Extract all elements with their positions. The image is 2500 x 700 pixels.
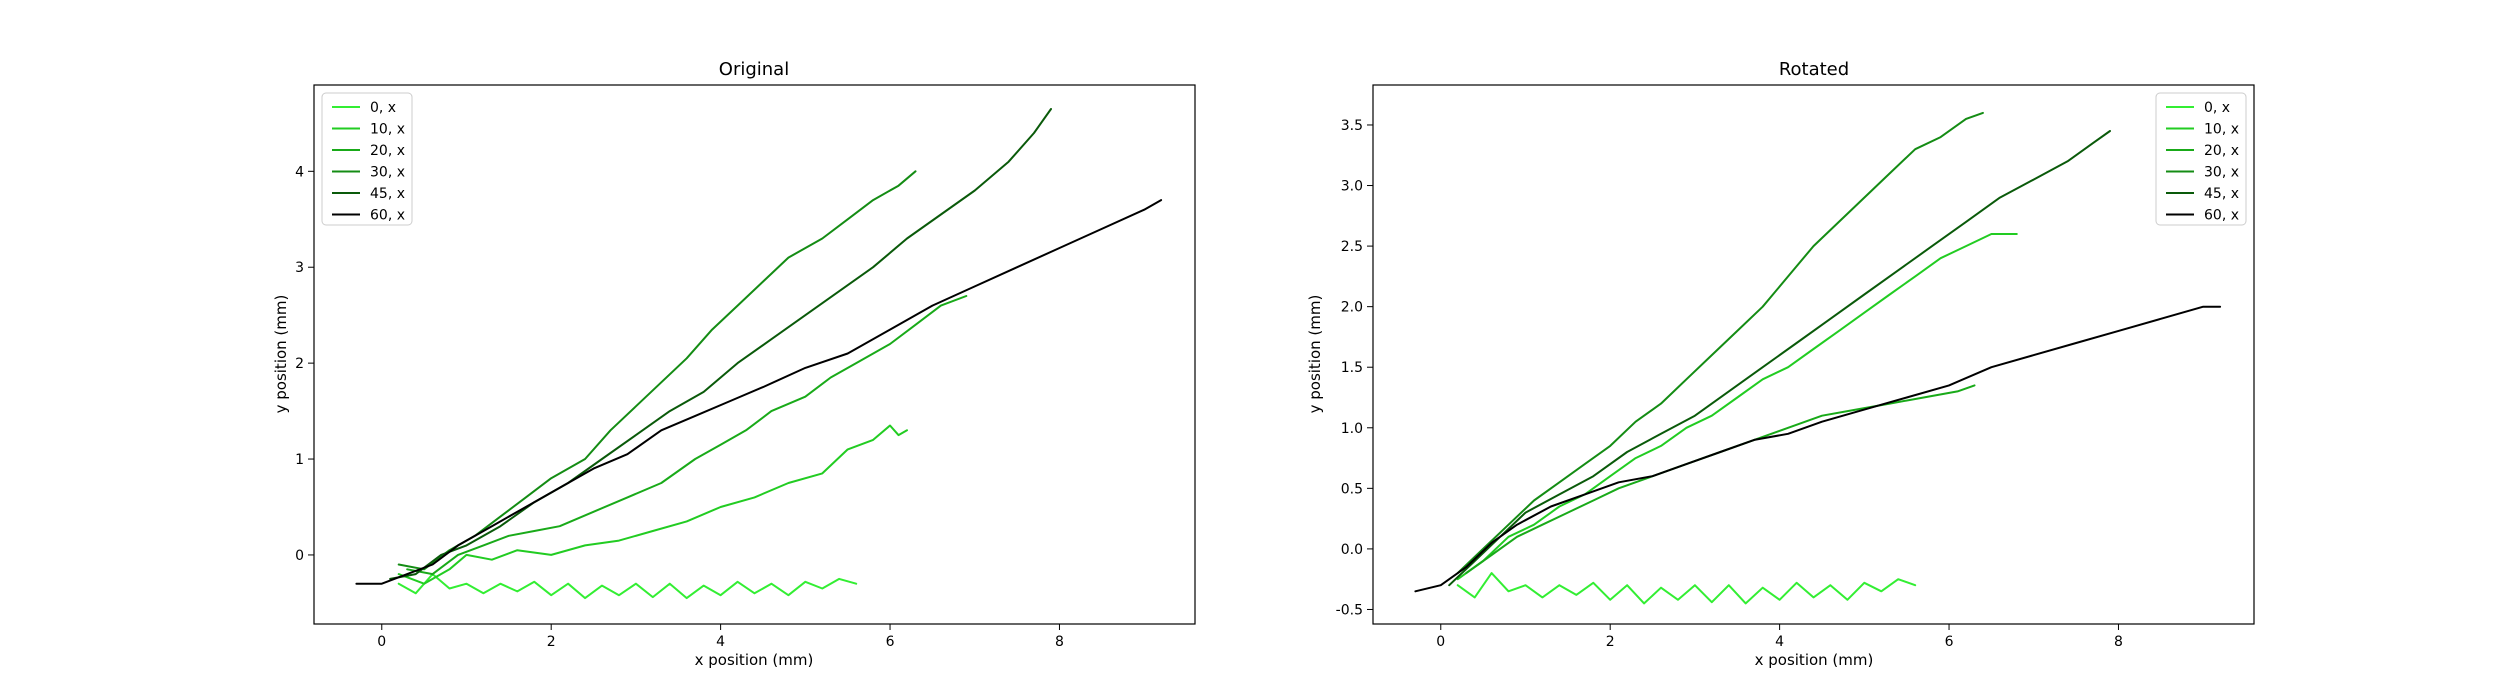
x-tick-label: 4 [1775,634,1784,650]
axes-frame [313,84,1196,625]
x-tick-label: 6 [886,634,895,650]
x-axis-label: x position (mm) [695,651,814,669]
chart-title: Rotated [1779,59,1849,80]
legend-label: 10, x [370,122,405,138]
x-tick-label: 8 [2114,634,2123,650]
series-line [397,573,858,600]
x-tick-label: 0 [1436,634,1445,650]
series-line [1448,130,2111,587]
legend-label: 30, x [370,165,405,181]
legend-label: 30, x [2204,165,2239,181]
panel-rotated: Rotated x position (mm) y position (mm) … [1306,59,2255,669]
y-tick-label: 2.0 [1341,300,1363,316]
legend-label: 45, x [370,186,405,202]
series-line [1456,233,2018,581]
legend-label: 10, x [2204,122,2239,138]
series-line [397,424,908,585]
legend-label: 60, x [370,208,405,224]
y-tick-label: 1.5 [1341,360,1363,376]
y-axis-label: y position (mm) [272,295,290,414]
y-tick-label: -0.5 [1336,602,1363,618]
x-tick-label: 2 [547,634,556,650]
series-line [406,295,968,576]
series-line [389,108,1052,580]
x-tick-label: 6 [1945,634,1954,650]
y-tick-label: 3 [295,260,304,276]
series-line [355,199,1163,585]
series-line [1456,111,1984,575]
y-tick-label: 4 [295,164,304,180]
axes-frame [1372,84,2255,625]
y-tick-label: 1.0 [1341,421,1363,437]
x-tick-label: 0 [377,634,386,650]
legend-label: 20, x [2204,143,2239,159]
y-tick-label: 2 [295,356,304,372]
chart-title: Original [719,59,789,80]
y-tick-label: 2.5 [1341,239,1363,255]
y-tick-label: 0 [295,548,304,564]
legend-box [321,92,413,226]
plot-area: 0 2 4 6 8 -0.5 0.0 0.5 1.0 1.5 2.0 2.5 3.0 3.5 0, x 10,… [1336,92,2247,650]
x-tick-label: 4 [716,634,725,650]
series-lines [1414,111,2222,605]
legend: 0, x 10, x 20, x 30, x 45, x 60, x [2155,92,2247,226]
panel-original: Original x position (mm) y position (mm)… [272,59,1196,669]
series-line [1465,384,1976,575]
series-line [1456,572,1917,605]
x-tick-label: 2 [1606,634,1615,650]
x-tick-label: 8 [1055,634,1064,650]
y-tick-label: 3.0 [1341,179,1363,195]
y-tick-label: 0.5 [1341,481,1363,497]
y-tick-label: 0.0 [1341,542,1363,558]
legend-label: 0, x [2204,100,2230,116]
y-tick-label: 1 [295,452,304,468]
series-lines [355,108,1163,600]
y-axis-label: y position (mm) [1306,295,1324,414]
legend-label: 60, x [2204,208,2239,224]
legend-label: 20, x [370,143,405,159]
series-line [1414,305,2222,593]
legend-label: 0, x [370,100,396,116]
series-line [397,170,917,571]
x-axis-label: x position (mm) [1755,651,1874,669]
y-tick-label: 3.5 [1341,118,1363,134]
legend-box [2155,92,2247,226]
legend-label: 45, x [2204,186,2239,202]
legend: 0, x 10, x 20, x 30, x 45, x 60, x [321,92,413,226]
plot-area: 0 2 4 6 8 0 1 2 3 4 0, x 10, x 20, x 30, x 45, x 60, x [295,92,1163,650]
